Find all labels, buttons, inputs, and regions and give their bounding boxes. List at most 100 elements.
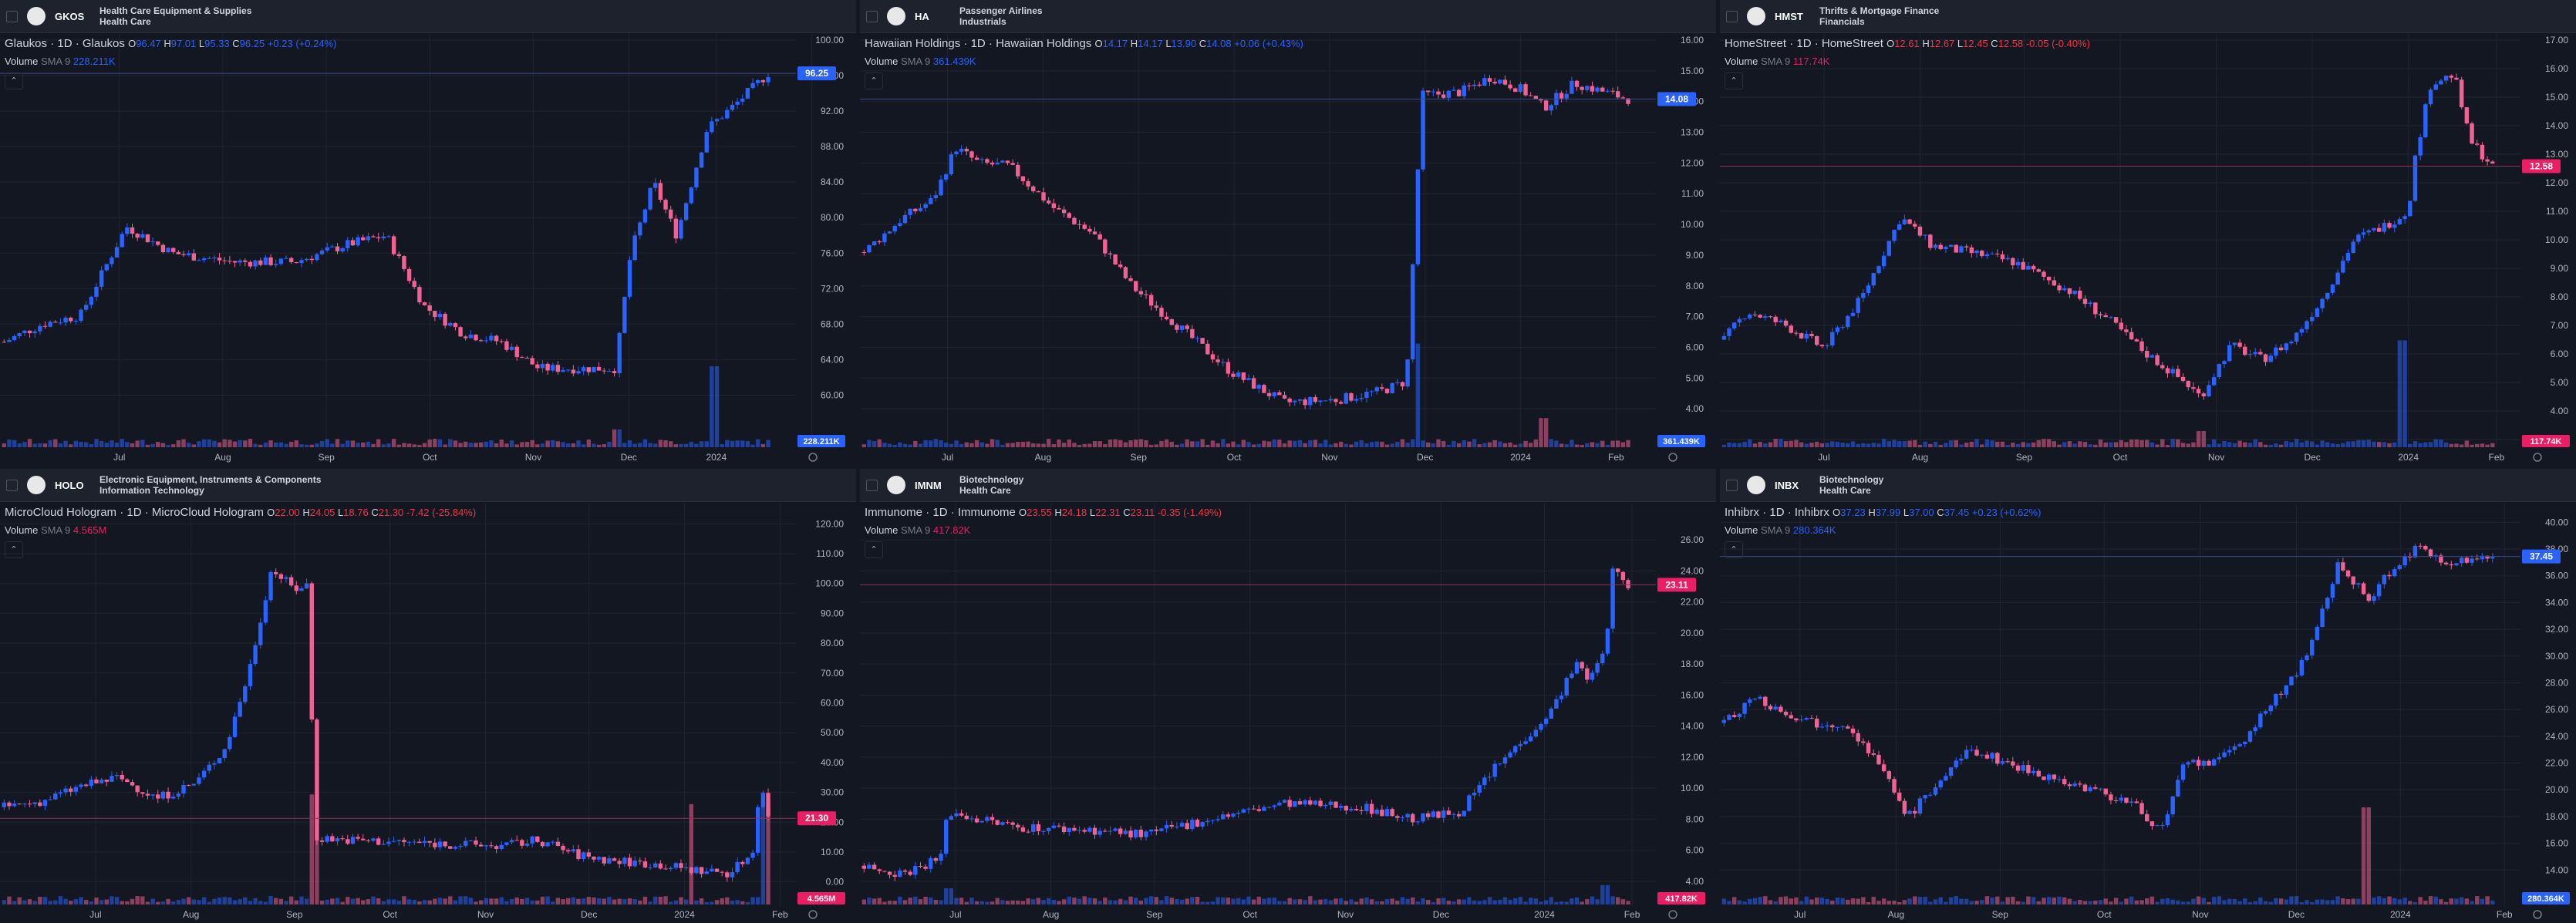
candle: [1159, 827, 1164, 832]
collapse-legend-button[interactable]: ⌃: [1725, 541, 1743, 558]
candle: [412, 278, 416, 290]
select-checkbox[interactable]: [866, 479, 878, 491]
candle: [2237, 743, 2242, 748]
volume-bar: [1518, 443, 1523, 447]
ticker-symbol[interactable]: INBX: [1775, 479, 1799, 491]
select-checkbox[interactable]: [6, 479, 18, 491]
volume-bar: [499, 440, 504, 447]
select-checkbox[interactable]: [1726, 479, 1738, 491]
candle: [1721, 332, 1727, 341]
collapse-legend-button[interactable]: ⌃: [5, 541, 23, 558]
candle: [1856, 295, 1860, 318]
volume-bar: [1369, 899, 1374, 904]
chart-panel-holo[interactable]: HOLO Electronic Equipment, Instruments & …: [0, 469, 856, 923]
volume-bar: [877, 439, 882, 447]
collapse-legend-button[interactable]: ⌃: [5, 72, 23, 89]
price-chart[interactable]: 40.0038.0036.0034.0032.0030.0028.0026.00…: [1720, 501, 2576, 923]
volume-bar: [514, 444, 519, 447]
ticker-symbol[interactable]: GKOS: [55, 10, 85, 22]
volume-bar: [1580, 901, 1584, 904]
price-chart[interactable]: 17.0016.0015.0014.0013.0012.0011.0010.00…: [1720, 32, 2576, 466]
candle: [617, 858, 622, 868]
ticker-symbol[interactable]: HA: [915, 10, 929, 22]
volume-bar: [278, 442, 284, 447]
chart-panel-imnm[interactable]: IMNM Biotechnology Health Care 26.00 24.00 22…: [860, 469, 1716, 923]
ohlc-key: L: [1903, 507, 1910, 518]
volume-bar: [2454, 443, 2459, 447]
y-tick-label: 8.00: [2551, 291, 2569, 302]
candle: [94, 776, 99, 784]
ticker-symbol[interactable]: IMNM: [915, 479, 942, 491]
select-checkbox[interactable]: [6, 10, 18, 22]
axis-settings-icon[interactable]: [808, 910, 818, 919]
ticker-symbol[interactable]: HOLO: [55, 479, 84, 491]
volume-badge-label: 4.565M: [808, 894, 836, 904]
price-chart[interactable]: 26.0024.0022.0020.0018.0016.0014.0012.00…: [860, 501, 1716, 923]
chart-panel-gkos[interactable]: GKOS Health Care Equipment & Supplies Heal…: [0, 0, 856, 466]
chart-panel-hmst[interactable]: HMST Thrifts & Mortgage Finance Financials…: [1720, 0, 2576, 466]
axis-settings-icon[interactable]: [2533, 453, 2542, 462]
candle: [673, 861, 679, 871]
candle: [2180, 373, 2186, 382]
volume-bar: [1164, 439, 1169, 447]
volume-bar: [1426, 900, 1431, 904]
candle: [2408, 200, 2412, 217]
volume-badge: [1657, 435, 1705, 447]
candle: [1226, 358, 1231, 378]
candle: [530, 355, 534, 365]
price-chart[interactable]: 120.00110.00100.0090.0080.0070.0060.0050…: [0, 501, 856, 923]
volume-bar: [2397, 340, 2402, 447]
candle: [1508, 80, 1512, 91]
volume-bar: [2433, 439, 2438, 447]
ticker-symbol[interactable]: HMST: [1775, 10, 1803, 22]
volume-bar: [1251, 444, 1256, 447]
candle: [1390, 382, 1394, 394]
volume-bar: [576, 440, 581, 447]
price-chart[interactable]: 100.0096.0092.0088.0084.0080.0076.0072.0…: [0, 32, 856, 466]
candle: [720, 871, 724, 877]
candle: [2341, 558, 2345, 572]
collapse-legend-button[interactable]: ⌃: [1725, 72, 1743, 89]
candle: [176, 250, 181, 254]
price-change: +0.23 (+0.24%): [267, 38, 337, 49]
candle: [1061, 822, 1067, 834]
x-tick-label: 2024: [2398, 452, 2419, 463]
collapse-legend-button[interactable]: ⌃: [865, 72, 883, 89]
candle: [2475, 554, 2480, 561]
chart-panel-inbx[interactable]: INBX Biotechnology Health Care 40.00 38.00 36…: [1720, 469, 2576, 923]
select-checkbox[interactable]: [1726, 10, 1738, 22]
axis-settings-icon[interactable]: [808, 453, 818, 462]
axis-settings-icon[interactable]: [2533, 910, 2542, 919]
candle: [642, 857, 648, 869]
volume-bar: [2263, 444, 2268, 447]
price-chart[interactable]: 16.0015.0014.0013.0012.0011.0010.009.008…: [860, 32, 1716, 466]
candle: [201, 256, 207, 263]
volume-bar: [1400, 439, 1405, 447]
candle: [89, 295, 94, 309]
volume-bar: [2211, 439, 2217, 447]
axis-settings-icon[interactable]: [1668, 910, 1677, 919]
ohlc-value: 22.00: [275, 507, 303, 518]
x-tick-label: 2024: [706, 452, 727, 463]
volume-bar: [1036, 898, 1041, 904]
candle: [750, 849, 755, 861]
candle: [974, 815, 979, 824]
candle: [1138, 825, 1144, 840]
candle: [566, 847, 571, 854]
chart-panel-ha[interactable]: HA Passenger Airlines Industrials 16.00 15.0…: [860, 0, 1716, 466]
axis-settings-icon[interactable]: [1668, 453, 1677, 462]
candle: [2402, 553, 2407, 568]
volume-bar: [1825, 898, 1829, 904]
volume-bar: [2299, 442, 2305, 447]
volume-bar: [1763, 896, 1768, 904]
collapse-legend-button[interactable]: ⌃: [865, 541, 883, 558]
candle: [2284, 342, 2289, 353]
candle: [248, 659, 253, 691]
ohlc-value: 37.45: [1944, 507, 1972, 518]
candle: [63, 315, 68, 326]
volume-bar: [2470, 901, 2474, 904]
candle: [622, 856, 627, 867]
candle: [1313, 800, 1318, 806]
select-checkbox[interactable]: [866, 10, 878, 22]
volume-bar: [929, 897, 933, 904]
